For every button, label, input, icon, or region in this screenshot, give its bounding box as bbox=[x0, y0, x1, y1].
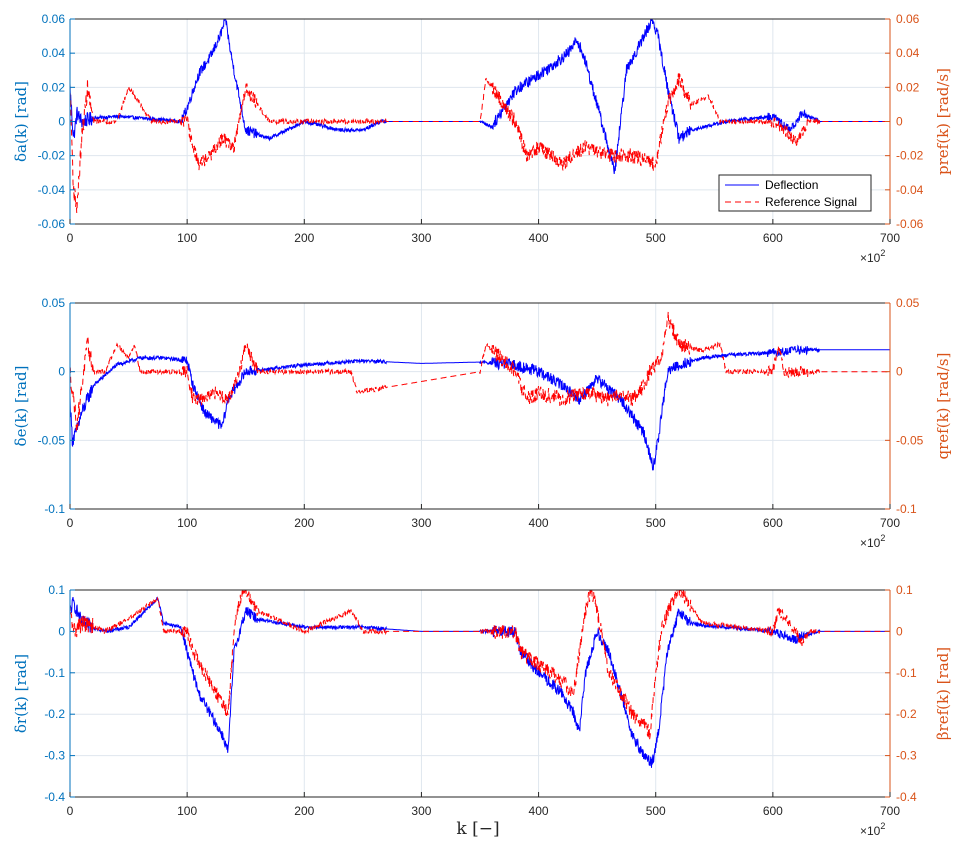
left-y-tick-label: -0.04 bbox=[38, 183, 66, 197]
right-y-tick-label: -0.1 bbox=[896, 502, 917, 516]
x-tick-label: 300 bbox=[411, 804, 431, 818]
x-tick-label: 200 bbox=[294, 804, 314, 818]
x-multiplier-exponent: 2 bbox=[880, 533, 885, 543]
x-tick-label: 500 bbox=[646, 804, 666, 818]
x-tick-label: 0 bbox=[67, 804, 74, 818]
plot-area bbox=[70, 590, 890, 797]
x-multiplier-label: ×102 bbox=[860, 821, 885, 838]
x-tick-label: 400 bbox=[529, 804, 549, 818]
x-multiplier-label: ×102 bbox=[860, 248, 885, 265]
reference-line-2 bbox=[70, 311, 890, 433]
x-tick-label: 100 bbox=[177, 516, 197, 530]
left-y-tick-label: -0.2 bbox=[44, 707, 65, 721]
right-y-tick-label: 0.04 bbox=[896, 46, 920, 60]
x-multiplier-base: ×10 bbox=[860, 536, 881, 550]
x-multiplier-base: ×10 bbox=[860, 824, 881, 838]
left-y-tick-label: -0.1 bbox=[44, 502, 65, 516]
right-y-tick-label: -0.06 bbox=[896, 217, 924, 231]
left-y-tick-label: -0.02 bbox=[38, 149, 66, 163]
right-y-tick-label: 0.1 bbox=[896, 583, 913, 597]
legend-box bbox=[718, 174, 872, 212]
right-y-tick-label: 0 bbox=[896, 624, 903, 638]
deflection-line-1 bbox=[70, 19, 890, 174]
right-y-axis-label: βref(k) [rad] bbox=[934, 647, 952, 740]
x-tick-label: 500 bbox=[646, 516, 666, 530]
x-tick-label: 400 bbox=[529, 231, 549, 245]
x-multiplier-label: ×102 bbox=[860, 533, 885, 550]
x-tick-label: 0 bbox=[67, 231, 74, 245]
right-y-tick-label: -0.05 bbox=[896, 433, 924, 447]
legend: Deflection Reference Signal bbox=[718, 174, 872, 212]
left-y-tick-label: -0.1 bbox=[44, 666, 65, 680]
panel-3: 0 100 200 300 400 500 600 700-0.4-0.3-0.2-0.100… bbox=[12, 583, 952, 838]
x-tick-label: 200 bbox=[294, 231, 314, 245]
left-y-tick-label: 0 bbox=[58, 624, 65, 638]
right-y-tick-label: 0 bbox=[896, 115, 903, 129]
legend-entry-2: Reference Signal bbox=[765, 195, 857, 209]
x-tick-label: 400 bbox=[529, 516, 549, 530]
left-y-tick-label: 0 bbox=[58, 115, 65, 129]
x-tick-label: 300 bbox=[411, 516, 431, 530]
x-tick-label: 0 bbox=[67, 516, 74, 530]
x-tick-label: 600 bbox=[763, 231, 783, 245]
x-tick-label: 700 bbox=[880, 231, 900, 245]
x-tick-label: 700 bbox=[880, 804, 900, 818]
right-y-tick-label: -0.4 bbox=[896, 790, 917, 804]
x-axis-label: k [−] bbox=[456, 819, 499, 839]
right-y-tick-label: 0 bbox=[896, 365, 903, 379]
left-y-axis-label: δe(k) [rad] bbox=[12, 366, 30, 447]
x-multiplier-base: ×10 bbox=[860, 251, 881, 265]
x-tick-label: 200 bbox=[294, 516, 314, 530]
legend-entry-1: Deflection bbox=[765, 178, 818, 192]
right-y-axis-label: pref(k) [rad/s] bbox=[934, 68, 952, 175]
x-tick-label: 100 bbox=[177, 804, 197, 818]
left-y-axis-label: δa(k) [rad] bbox=[12, 81, 30, 162]
right-y-tick-label: -0.2 bbox=[896, 707, 917, 721]
panel-1: 0 100 200 300 400 500 600 700-0.06-0.04-0.0200.… bbox=[12, 12, 952, 265]
left-y-tick-label: -0.3 bbox=[44, 749, 65, 763]
right-y-tick-label: -0.04 bbox=[896, 183, 924, 197]
panel-2: 0 100 200 300 400 500 600 700-0.1-0.0500.05-0.1… bbox=[12, 296, 952, 550]
left-y-tick-label: 0.05 bbox=[42, 296, 66, 310]
left-y-axis-label: δr(k) [rad] bbox=[12, 654, 30, 733]
left-y-tick-label: -0.05 bbox=[38, 433, 66, 447]
right-y-tick-label: 0.02 bbox=[896, 80, 920, 94]
plot-area bbox=[70, 303, 890, 509]
left-y-tick-label: 0.04 bbox=[42, 46, 66, 60]
x-tick-label: 500 bbox=[646, 231, 666, 245]
right-y-tick-label: 0.05 bbox=[896, 296, 920, 310]
x-tick-label: 600 bbox=[763, 516, 783, 530]
left-y-tick-label: 0 bbox=[58, 365, 65, 379]
right-y-tick-label: -0.1 bbox=[896, 666, 917, 680]
left-y-tick-label: 0.02 bbox=[42, 80, 66, 94]
x-tick-label: 600 bbox=[763, 804, 783, 818]
x-tick-label: 300 bbox=[411, 231, 431, 245]
x-multiplier-exponent: 2 bbox=[880, 821, 885, 831]
right-y-tick-label: -0.02 bbox=[896, 149, 924, 163]
left-y-tick-label: 0.1 bbox=[48, 583, 65, 597]
panels: 0 100 200 300 400 500 600 700-0.06-0.04-0.0200.… bbox=[12, 12, 952, 838]
left-y-tick-label: 0.06 bbox=[42, 12, 66, 26]
left-y-tick-label: -0.06 bbox=[38, 217, 66, 231]
left-y-tick-label: -0.4 bbox=[44, 790, 65, 804]
deflection-line-2 bbox=[70, 344, 890, 471]
right-y-axis-label: qref(k) [rad/s] bbox=[934, 353, 952, 460]
x-tick-label: 100 bbox=[177, 231, 197, 245]
right-y-tick-label: -0.3 bbox=[896, 749, 917, 763]
x-tick-label: 700 bbox=[880, 516, 900, 530]
x-multiplier-exponent: 2 bbox=[880, 248, 885, 258]
reference-line-3 bbox=[70, 590, 890, 740]
right-y-tick-label: 0.06 bbox=[896, 12, 920, 26]
